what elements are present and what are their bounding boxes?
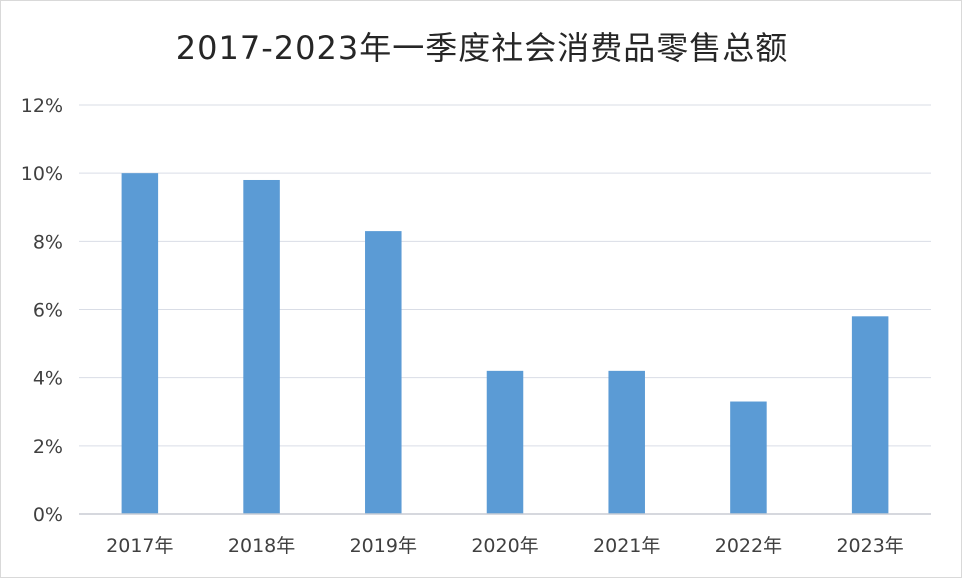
y-tick-label: 12% — [21, 95, 63, 117]
y-tick-label: 2% — [33, 436, 63, 458]
bar — [121, 173, 159, 514]
y-tick-label: 4% — [33, 368, 63, 390]
x-tick-label: 2023年 — [836, 535, 903, 557]
y-tick-label: 10% — [21, 163, 63, 185]
x-tick-label: 2018年 — [228, 535, 295, 557]
bar — [243, 179, 280, 514]
y-tick-label: 6% — [33, 300, 63, 322]
y-tick-label: 0% — [33, 504, 63, 526]
x-tick-label: 2017年 — [106, 535, 173, 557]
labels: 0% 2% 4% 6% 8% 10% 12% 2017年 2018年 2019年 2020年 2021… — [21, 95, 904, 557]
bar — [486, 370, 524, 514]
bars — [121, 173, 889, 514]
y-tick-label: 8% — [33, 231, 63, 253]
bar — [730, 401, 767, 514]
chart-title: 2017-2023年一季度社会消费品零售总额 — [175, 29, 789, 67]
x-tick-label: 2022年 — [715, 535, 782, 557]
bar — [851, 316, 889, 514]
bar — [608, 370, 645, 514]
x-tick-label: 2021年 — [593, 535, 660, 557]
x-tick-label: 2020年 — [471, 535, 538, 557]
bar — [365, 231, 402, 514]
x-tick-label: 2019年 — [350, 535, 417, 557]
